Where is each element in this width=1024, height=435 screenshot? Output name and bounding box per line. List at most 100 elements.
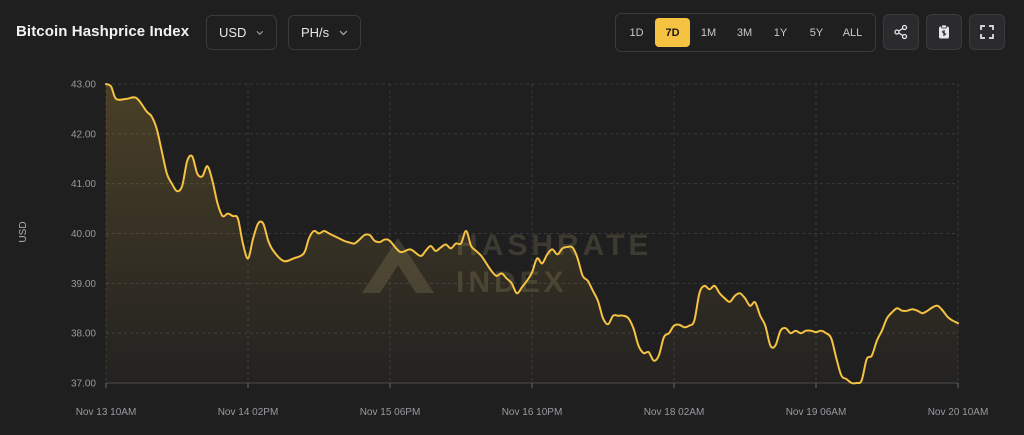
data-point	[480, 255, 482, 257]
data-point	[744, 297, 746, 299]
range-button-1d[interactable]: 1D	[629, 26, 644, 39]
data-point	[110, 86, 112, 88]
copy-button[interactable]	[926, 14, 962, 50]
range-button-all[interactable]: ALL	[842, 26, 863, 39]
data-point	[561, 247, 563, 249]
data-point	[485, 262, 487, 264]
data-point	[927, 310, 929, 312]
data-point	[830, 337, 832, 339]
data-point	[156, 128, 158, 130]
data-point	[283, 260, 285, 262]
data-point	[780, 330, 782, 332]
data-point	[658, 355, 660, 357]
data-point	[901, 310, 903, 312]
data-point	[379, 241, 381, 243]
data-point	[876, 340, 878, 342]
data-point	[506, 277, 508, 279]
x-tick-label: Nov 16 10PM	[502, 407, 563, 418]
data-point	[759, 315, 761, 317]
data-point	[166, 173, 168, 175]
data-point	[247, 257, 249, 259]
data-point	[252, 238, 254, 240]
data-point	[384, 239, 386, 241]
range-button-3m[interactable]: 3M	[736, 26, 753, 39]
data-point	[333, 235, 335, 237]
data-point	[734, 295, 736, 297]
data-point	[455, 243, 457, 245]
fullscreen-button[interactable]	[969, 14, 1005, 50]
data-point	[592, 290, 594, 292]
area-fill	[106, 84, 958, 384]
range-button-7d[interactable]: 7D	[655, 18, 690, 47]
data-point	[835, 357, 837, 359]
data-point	[714, 285, 716, 287]
data-point	[627, 317, 629, 319]
y-tick-label: 40.00	[71, 229, 96, 240]
data-point	[521, 286, 523, 288]
data-point	[820, 330, 822, 332]
data-point	[937, 305, 939, 307]
data-point	[364, 234, 366, 236]
data-point	[531, 271, 533, 273]
unit-label: PH/s	[301, 25, 330, 40]
unit-dropdown[interactable]: PH/s	[288, 15, 361, 50]
y-axis-label: USD	[18, 221, 29, 242]
data-point	[176, 190, 178, 192]
data-point	[146, 110, 148, 112]
data-point	[359, 239, 361, 241]
data-point	[891, 311, 893, 313]
data-point	[607, 323, 609, 325]
data-point	[673, 325, 675, 327]
data-point	[201, 175, 203, 177]
data-point	[232, 215, 234, 217]
data-point	[348, 242, 350, 244]
data-point	[703, 285, 705, 287]
data-point	[308, 238, 310, 240]
x-tick-label: Nov 20 10AM	[928, 407, 989, 418]
data-point	[587, 280, 589, 282]
data-point	[886, 317, 888, 319]
data-point	[541, 262, 543, 264]
data-point	[161, 150, 163, 152]
data-point	[490, 270, 492, 272]
data-point	[866, 358, 868, 360]
data-point	[567, 246, 569, 248]
share-button[interactable]	[883, 14, 919, 50]
data-point	[105, 83, 107, 85]
data-point	[698, 292, 700, 294]
data-point	[501, 272, 503, 274]
data-point	[115, 98, 117, 100]
data-point	[790, 332, 792, 334]
currency-label: USD	[219, 25, 247, 40]
range-button-5y[interactable]: 5Y	[809, 26, 824, 39]
data-point	[632, 327, 634, 329]
data-point	[825, 332, 827, 334]
data-point	[871, 355, 873, 357]
data-point	[861, 380, 863, 382]
data-point	[419, 255, 421, 257]
data-point	[805, 330, 807, 332]
data-point	[135, 97, 137, 99]
data-point	[638, 345, 640, 347]
data-point	[643, 352, 645, 354]
data-point	[293, 257, 295, 259]
data-point	[617, 315, 619, 317]
data-point	[460, 243, 462, 245]
data-point	[206, 165, 208, 167]
data-point	[536, 257, 538, 259]
data-point	[181, 185, 183, 187]
range-button-1m[interactable]: 1M	[700, 26, 717, 39]
data-point	[810, 330, 812, 332]
data-point	[709, 288, 711, 290]
data-point	[800, 332, 802, 334]
data-point	[851, 382, 853, 384]
range-button-1y[interactable]: 1Y	[773, 26, 788, 39]
data-point	[445, 244, 447, 246]
data-point	[212, 180, 214, 182]
data-point	[516, 292, 518, 294]
data-point	[678, 324, 680, 326]
data-point	[688, 325, 690, 327]
data-point	[795, 330, 797, 332]
currency-dropdown[interactable]: USD	[206, 15, 277, 50]
data-point	[409, 248, 411, 250]
